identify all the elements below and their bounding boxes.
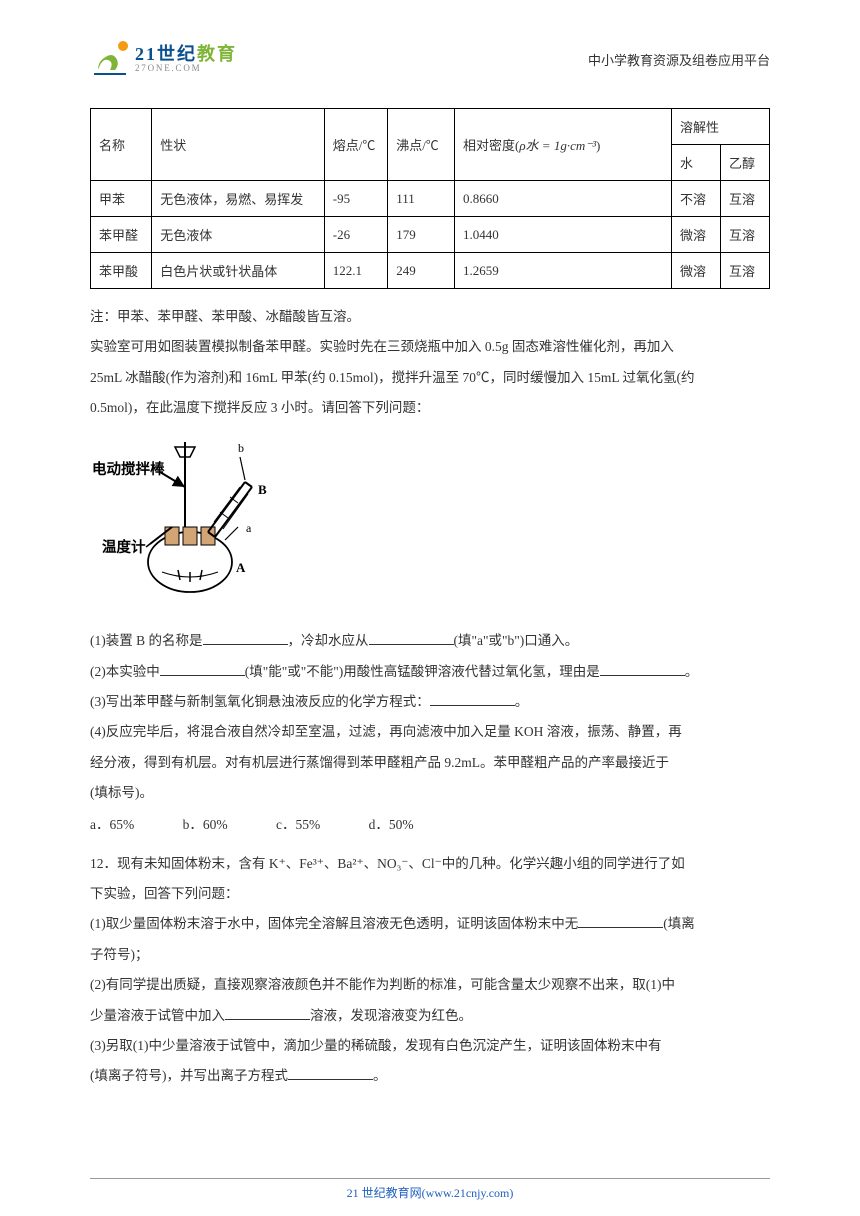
table-row: 甲苯 无色液体，易燃、易挥发 -95 111 0.8660 不溶 互溶	[91, 181, 770, 217]
cell: 微溶	[672, 253, 721, 289]
table-header-row: 名称 性状 熔点/℃ 沸点/℃ 相对密度(ρ水 = 1g·cm⁻³) 溶解性	[91, 109, 770, 145]
thermometer-label: 温度计	[102, 538, 146, 556]
logo-text: 21世纪教育 27ONE.COM	[135, 45, 237, 73]
question-4b: 经分液，得到有机层。对有机层进行蒸馏得到苯甲醛粗产品 9.2mL。苯甲醛粗产品的…	[90, 749, 770, 777]
cell: 1.2659	[454, 253, 671, 289]
table-row: 苯甲酸 白色片状或针状晶体 122.1 249 1.2659 微溶 互溶	[91, 253, 770, 289]
footer-url: (www.21cnjy.com)	[422, 1186, 514, 1200]
cell: 互溶	[720, 181, 769, 217]
cell: 甲苯	[91, 181, 152, 217]
logo-text-2: 教育	[197, 44, 237, 64]
question-3: (3)写出苯甲醛与新制氢氧化铜悬浊液反应的化学方程式：。	[90, 688, 770, 716]
question-2: (2)本实验中(填"能"或"不能")用酸性高锰酸钾溶液代替过氧化氢，理由是。	[90, 658, 770, 686]
question-12-intro2: 下实验，回答下列问题：	[90, 880, 770, 908]
question-12-2b: 少量溶液于试管中加入溶液，发现溶液变为红色。	[90, 1002, 770, 1030]
question-1: (1)装置 B 的名称是，冷却水应从(填"a"或"b")口通入。	[90, 627, 770, 655]
question-12-3: (3)另取(1)中少量溶液于试管中，滴加少量的稀硫酸，发现有白色沉淀产生，证明该…	[90, 1032, 770, 1060]
stirrer-label: 电动搅拌棒	[92, 460, 165, 478]
cell: 179	[388, 217, 455, 253]
cell: 微溶	[672, 217, 721, 253]
cell: 111	[388, 181, 455, 217]
logo-subtitle: 27ONE.COM	[135, 64, 237, 73]
question-12-1c: 子符号)；	[90, 941, 770, 969]
th-ethanol: 乙醇	[720, 145, 769, 181]
question-12-2: (2)有同学提出质疑，直接观察溶液颜色并不能作为判断的标准，可能含量太少观察不出…	[90, 971, 770, 999]
th-water: 水	[672, 145, 721, 181]
properties-table: 名称 性状 熔点/℃ 沸点/℃ 相对密度(ρ水 = 1g·cm⁻³) 溶解性 水…	[90, 108, 770, 289]
cell: 不溶	[672, 181, 721, 217]
page-footer: 21 世纪教育网(www.21cnjy.com)	[90, 1178, 770, 1201]
svg-text:A: A	[236, 560, 246, 575]
svg-text:b: b	[238, 441, 244, 455]
question-12-3b: (填离子符号)，并写出离子方程式。	[90, 1062, 770, 1090]
page-header: 21世纪教育 27ONE.COM 中小学教育资源及组卷应用平台	[90, 40, 770, 78]
cell: 互溶	[720, 253, 769, 289]
logo-icon	[90, 40, 130, 78]
cell: 互溶	[720, 217, 769, 253]
cell: 苯甲醛	[91, 217, 152, 253]
intro-text: 0.5mol)，在此温度下搅拌反应 3 小时。请回答下列问题：	[90, 394, 770, 422]
question-12-intro: 12．现有未知固体粉末，含有 K⁺、Fe³⁺、Ba²⁺、NO₃⁻、Cl⁻中的几种…	[90, 850, 770, 878]
th-name: 名称	[91, 109, 152, 181]
option-c: c．55%	[276, 817, 320, 832]
note-text: 注：甲苯、苯甲醛、苯甲酸、冰醋酸皆互溶。	[90, 303, 770, 331]
svg-text:B: B	[258, 482, 267, 497]
th-prop: 性状	[152, 109, 325, 181]
logo-text-1: 21世纪	[135, 44, 197, 64]
table-row: 苯甲醛 无色液体 -26 179 1.0440 微溶 互溶	[91, 217, 770, 253]
question-12-1: (1)取少量固体粉末溶于水中，固体完全溶解且溶液无色透明，证明该固体粉末中无(填…	[90, 910, 770, 938]
th-solubility: 溶解性	[672, 109, 770, 145]
header-right-text: 中小学教育资源及组卷应用平台	[588, 50, 770, 69]
logo: 21世纪教育 27ONE.COM	[90, 40, 237, 78]
cell: 0.8660	[454, 181, 671, 217]
apparatus-diagram: 电动搅拌棒 温度计 b B a A	[90, 432, 285, 612]
cell: 122.1	[324, 253, 387, 289]
intro-text: 25mL 冰醋酸(作为溶剂)和 16mL 甲苯(约 0.15mol)，搅拌升温至…	[90, 364, 770, 392]
cell: 249	[388, 253, 455, 289]
th-density: 相对密度(ρ水 = 1g·cm⁻³)	[454, 109, 671, 181]
th-bp: 沸点/℃	[388, 109, 455, 181]
options-row: a．65% b．60% c．55% d．50%	[90, 811, 770, 839]
cell: 无色液体，易燃、易挥发	[152, 181, 325, 217]
option-b: b．60%	[183, 817, 228, 832]
cell: -95	[324, 181, 387, 217]
cell: 无色液体	[152, 217, 325, 253]
cell: -26	[324, 217, 387, 253]
question-4c: (填标号)。	[90, 779, 770, 807]
cell: 苯甲酸	[91, 253, 152, 289]
intro-text: 实验室可用如图装置模拟制备苯甲醛。实验时先在三颈烧瓶中加入 0.5g 固态难溶性…	[90, 333, 770, 361]
cell: 白色片状或针状晶体	[152, 253, 325, 289]
option-a: a．65%	[90, 817, 134, 832]
option-d: d．50%	[369, 817, 414, 832]
th-mp: 熔点/℃	[324, 109, 387, 181]
footer-brand: 21 世纪教育网	[347, 1186, 422, 1200]
svg-text:a: a	[246, 521, 252, 535]
question-4: (4)反应完毕后，将混合液自然冷却至室温，过滤，再向滤液中加入足量 KOH 溶液…	[90, 718, 770, 746]
cell: 1.0440	[454, 217, 671, 253]
